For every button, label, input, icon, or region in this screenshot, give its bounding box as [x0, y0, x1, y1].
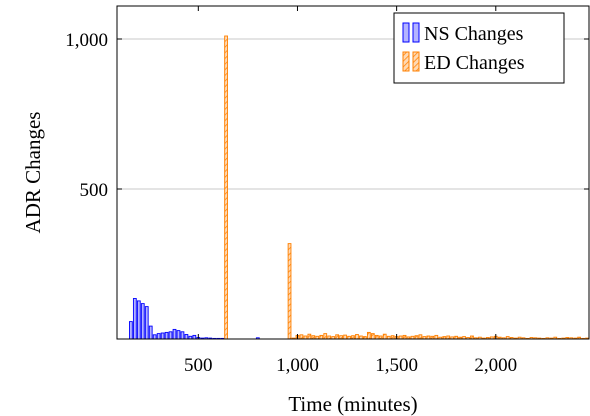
- ns-changes-bar: [180, 331, 185, 340]
- ed-changes-bar: [299, 334, 304, 340]
- legend-label: NS Changes: [424, 23, 524, 45]
- ns-changes-bar: [132, 298, 137, 340]
- ns-changes-bar: [176, 330, 181, 340]
- x-tick-label: 1,000: [276, 355, 319, 376]
- ed-changes-bar: [434, 334, 439, 340]
- ns-changes-bar: [144, 306, 149, 340]
- ns-changes-bar: [152, 334, 157, 340]
- ns-changes-bar: [192, 334, 197, 340]
- ed-changes-bar: [335, 334, 340, 340]
- ed-changes-bar: [319, 334, 324, 340]
- legend-swatch: [402, 22, 410, 43]
- ns-changes-bar: [140, 303, 145, 340]
- ns-changes-bar: [160, 332, 165, 340]
- ed-changes-bar: [355, 334, 359, 340]
- ns-changes-bar: [172, 328, 177, 340]
- ed-changes-bar: [418, 334, 423, 340]
- ns-changes-bar: [136, 300, 141, 340]
- ns-changes-bar: [184, 334, 189, 340]
- ed-changes-bar: [323, 333, 328, 340]
- y-axis-label: ADR Changes: [21, 112, 45, 234]
- ed-changes-bar: [366, 331, 371, 340]
- x-tick-label: 2,000: [474, 355, 517, 376]
- ed-changes-bar: [287, 243, 292, 340]
- ed-changes-bar: [343, 334, 347, 340]
- plot-frame: [116, 5, 590, 340]
- ns-changes-bar: [129, 321, 133, 340]
- ed-changes-bar: [370, 333, 375, 340]
- ed-changes-bar: [307, 333, 312, 340]
- legend-swatch: [412, 51, 420, 72]
- y-tick-label: 500: [80, 180, 109, 201]
- ns-changes-bar: [148, 325, 153, 340]
- legend-swatch: [412, 22, 420, 43]
- y-tick-label: 1,000: [65, 30, 108, 51]
- ns-changes-bar: [168, 331, 173, 340]
- legend-swatch: [402, 51, 410, 72]
- x-tick-label: 1,500: [375, 355, 418, 376]
- ed-changes-bar: [224, 35, 228, 340]
- x-axis-label: Time (minutes): [288, 392, 417, 416]
- x-tick-label: 500: [184, 355, 213, 376]
- ed-changes-bar: [374, 334, 379, 340]
- legend-label: ED Changes: [424, 52, 525, 74]
- legend: NS Changes ED Changes: [393, 12, 565, 84]
- ns-changes-bar: [156, 333, 161, 340]
- ns-changes-bar: [164, 331, 169, 340]
- legend-box: [393, 12, 565, 84]
- axis-ticks: 500 1,000 1,500 2,000 500 1,000: [65, 6, 589, 376]
- ed-changes-bar: [382, 333, 387, 340]
- ed-changes-bar: [402, 334, 407, 340]
